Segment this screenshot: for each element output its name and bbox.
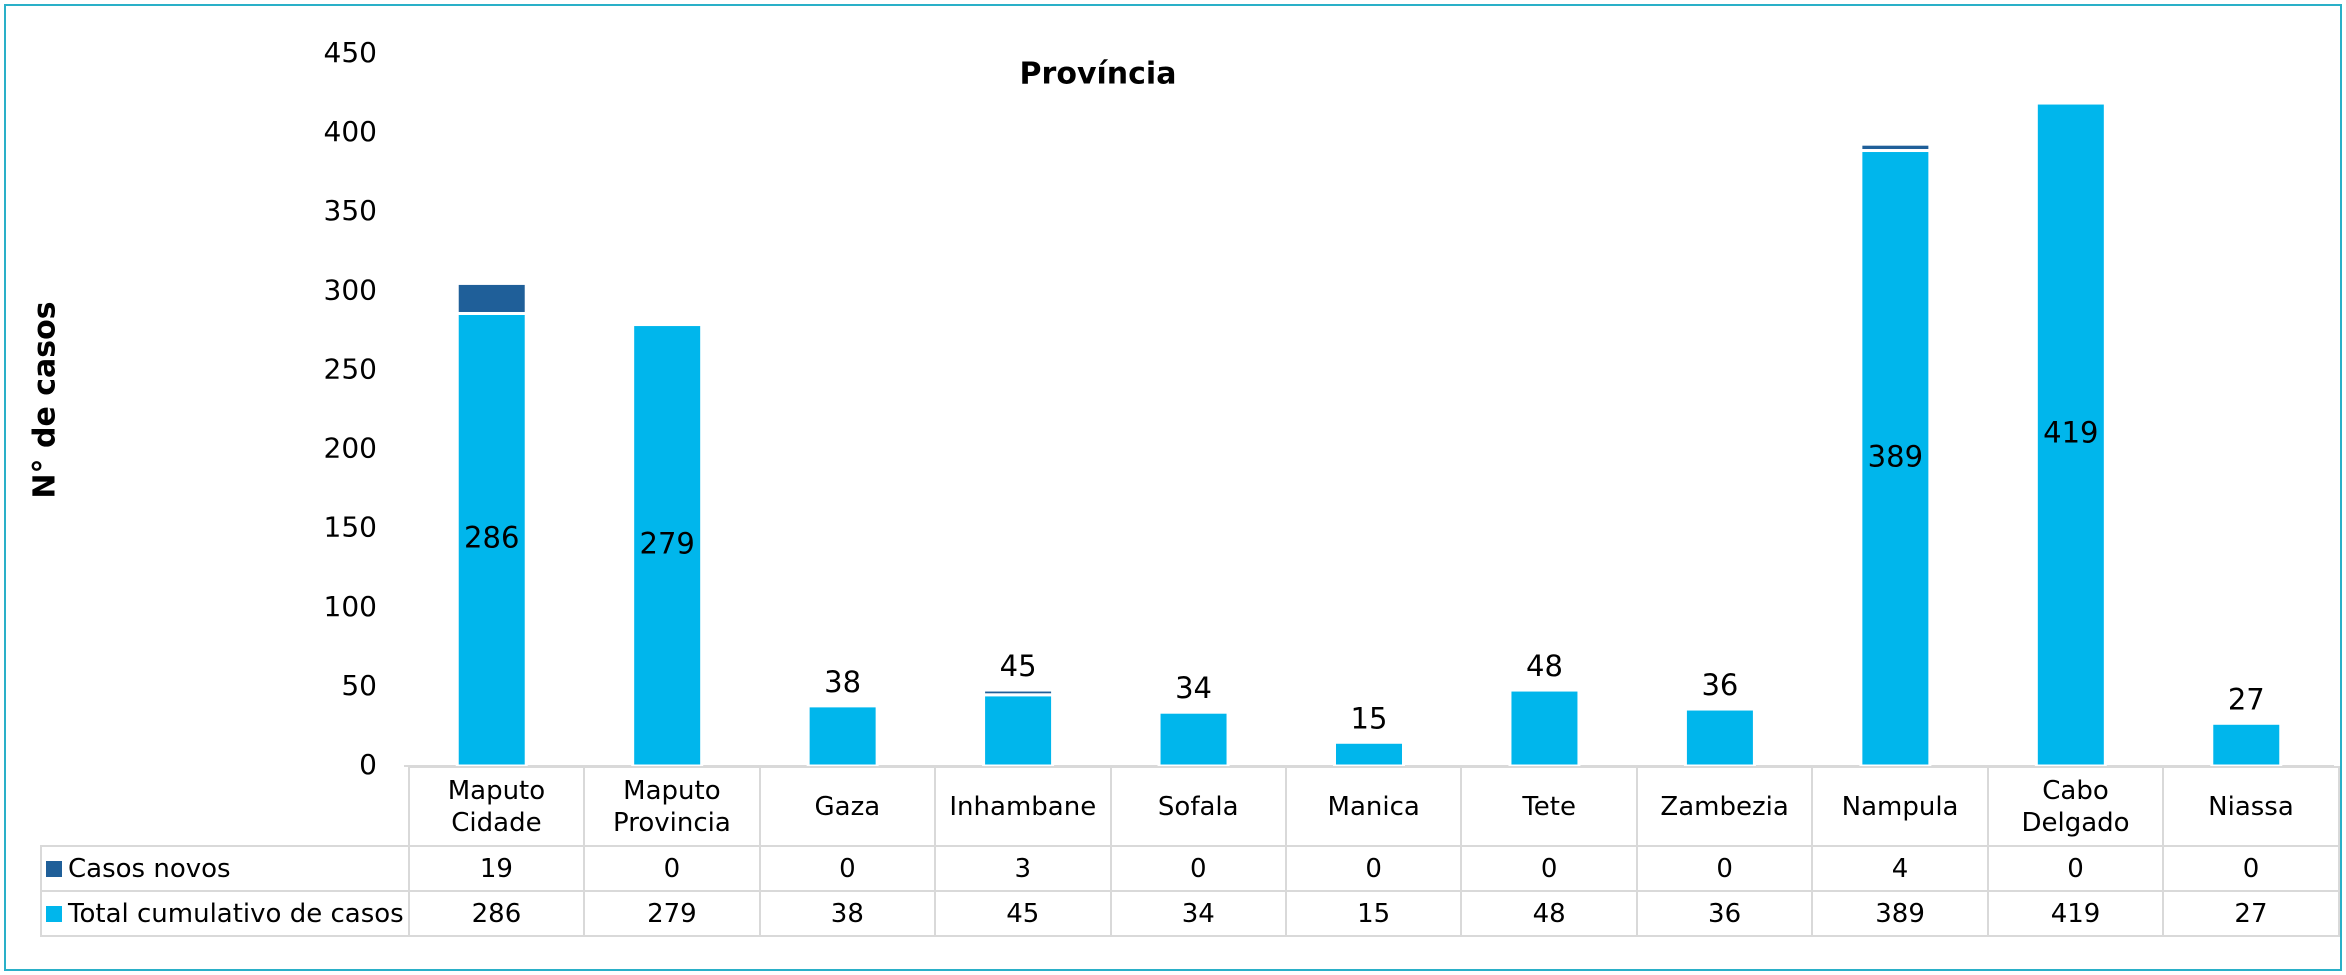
legend-swatch <box>46 906 62 922</box>
data-label: 38 <box>824 665 861 699</box>
bar-segment <box>1859 142 1932 153</box>
category-label: Tete <box>1460 766 1638 847</box>
y-tick-label: 350 <box>324 194 377 227</box>
table-row: Casos novos 19 0 0 3 0 0 0 0 4 0 0 <box>40 845 2340 892</box>
legend-label: Casos novos <box>68 853 231 884</box>
y-tick-label: 400 <box>324 115 377 148</box>
data-label: 27 <box>2228 682 2265 716</box>
table-value: 0 <box>1460 845 1638 892</box>
table-value: 36 <box>1635 890 1814 937</box>
data-label: 279 <box>640 526 695 560</box>
table-value: 0 <box>1986 845 2165 892</box>
table-value: 0 <box>2162 845 2340 892</box>
table-corner <box>41 767 409 846</box>
legend-entry: Total cumulativo de casos <box>40 890 410 937</box>
data-label: 45 <box>1000 649 1037 683</box>
bar-segment <box>1157 710 1230 768</box>
table-value: 0 <box>583 845 761 892</box>
bar-segment <box>2034 101 2107 768</box>
category-label: Zambezia <box>1635 766 1814 847</box>
y-tick-label: 450 <box>324 36 377 69</box>
data-label: 389 <box>1868 439 1923 473</box>
bar-segment <box>1683 707 1756 768</box>
table-value: 45 <box>934 890 1112 937</box>
table-header-row: Maputo Cidade Maputo Provincia Gaza Inhamba… <box>41 766 2340 847</box>
bar-segment <box>1333 740 1405 768</box>
bar-segment <box>631 323 704 768</box>
category-label: Nampula <box>1811 766 1989 847</box>
chart-frame <box>4 4 2342 971</box>
bar-segment <box>1859 149 1932 768</box>
y-tick-label: 100 <box>324 590 377 623</box>
y-tick-label: 300 <box>324 273 377 306</box>
category-label: Maputo Provincia <box>583 766 761 847</box>
data-table: Maputo Cidade Maputo Provincia Gaza Inhamba… <box>40 766 2340 937</box>
table-value: 419 <box>1986 890 2165 937</box>
table-value: 0 <box>1284 845 1463 892</box>
data-label: 286 <box>464 521 519 555</box>
table-value: 27 <box>2162 890 2340 937</box>
table-row: Total cumulativo de casos 286 279 38 45 34 15 4… <box>40 890 2340 937</box>
bar-segment <box>806 704 879 768</box>
table-value: 389 <box>1811 890 1989 937</box>
table-value: 19 <box>407 845 586 892</box>
table-value: 34 <box>1109 890 1287 937</box>
table-value: 0 <box>758 845 937 892</box>
data-label: 36 <box>1701 668 1738 702</box>
table-value: 3 <box>934 845 1112 892</box>
y-tick-label: 250 <box>324 352 377 385</box>
table-value: 0 <box>1109 845 1287 892</box>
category-label: Cabo Delgado <box>1986 766 2165 847</box>
table-value: 4 <box>1811 845 1989 892</box>
category-label: Inhambane <box>934 766 1112 847</box>
table-value: 15 <box>1284 890 1463 937</box>
category-label: Gaza <box>758 766 937 847</box>
bar-segment <box>982 693 1055 768</box>
data-label: 48 <box>1526 649 1563 683</box>
bar-segment <box>2210 721 2283 768</box>
table-value: 38 <box>758 890 937 937</box>
category-label: Maputo Cidade <box>407 766 586 847</box>
category-label: Sofala <box>1109 766 1287 847</box>
table-value: 286 <box>407 890 586 937</box>
legend-entry: Casos novos <box>40 845 410 892</box>
table-value: 0 <box>1635 845 1814 892</box>
legend-swatch <box>46 861 62 877</box>
y-tick-label: 150 <box>324 511 377 544</box>
data-label: 419 <box>2043 416 2098 450</box>
data-label: 34 <box>1175 671 1212 705</box>
table-value: 279 <box>583 890 761 937</box>
y-axis-label: N° de casos <box>28 301 63 498</box>
category-label: Niassa <box>2162 766 2340 847</box>
y-tick-label: 200 <box>324 432 377 465</box>
bar-segment <box>1508 688 1581 768</box>
legend-label: Total cumulativo de casos <box>68 898 404 929</box>
data-label: 15 <box>1351 701 1388 735</box>
bar-segment <box>455 281 528 315</box>
table-value: 48 <box>1460 890 1638 937</box>
chart-title: Província <box>1020 57 1177 92</box>
y-tick-label: 0 <box>359 748 377 781</box>
category-label: Manica <box>1284 766 1463 847</box>
y-tick-label: 50 <box>341 669 377 702</box>
bar-segment <box>982 688 1055 697</box>
